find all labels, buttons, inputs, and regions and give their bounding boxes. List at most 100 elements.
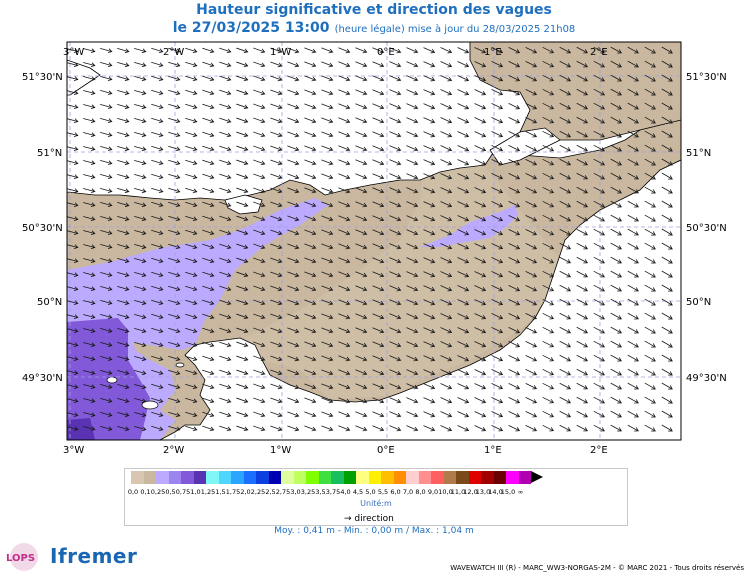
- wave-arrow-head: [413, 412, 419, 418]
- wave-arrow: [389, 327, 401, 333]
- wave-arrow: [117, 257, 129, 263]
- wave-arrow-head: [600, 231, 605, 236]
- wave-arrow-head: [430, 258, 436, 264]
- wave-arrow: [236, 131, 248, 137]
- wave-arrow: [202, 89, 214, 95]
- wave-arrow-head: [498, 357, 504, 362]
- wave-arrow-head: [328, 398, 334, 404]
- wave-arrow-head: [379, 62, 385, 68]
- wave-arrow-head: [243, 48, 249, 54]
- wave-arrow: [525, 382, 537, 390]
- wave-arrow: [406, 327, 418, 333]
- wave-arrow: [457, 47, 469, 53]
- wave-arrow-head: [379, 244, 385, 250]
- wave-arrow-head: [600, 133, 605, 138]
- wave-arrow: [67, 104, 78, 108]
- wave-arrow: [661, 158, 673, 166]
- wave-arrow-head: [600, 329, 605, 334]
- wave-arrow: [100, 342, 112, 346]
- wave-arrow: [338, 271, 350, 277]
- wave-arrow: [236, 327, 248, 333]
- wave-arrow: [219, 47, 231, 53]
- wave-arrow: [202, 201, 214, 207]
- wave-arrow: [389, 243, 401, 249]
- wave-arrow: [151, 145, 163, 151]
- wave-arrow-head: [379, 412, 385, 418]
- wave-arrow: [202, 355, 214, 361]
- wave-arrow-head: [175, 342, 181, 348]
- wave-arrow: [304, 369, 316, 375]
- wave-arrow: [508, 369, 520, 375]
- tick-label: 0,0: [127, 488, 139, 496]
- wave-arrow: [610, 102, 622, 110]
- wave-arrow: [406, 145, 418, 151]
- wave-arrow: [542, 424, 554, 432]
- wave-arrow: [627, 200, 639, 208]
- wave-arrow-head: [447, 48, 453, 54]
- wave-arrow-head: [549, 147, 555, 152]
- wave-arrow: [644, 228, 656, 236]
- wave-arrow: [525, 46, 537, 54]
- wave-arrow: [474, 103, 486, 109]
- wave-arrow: [661, 312, 673, 320]
- wave-arrow: [559, 396, 571, 404]
- color-legend: 0,0 0,1 0,25 0,5 0,75 1,0 1,25 1,5 1,75 2,0 2,25 2,…: [124, 468, 628, 526]
- wave-arrow-head: [141, 104, 147, 110]
- lops-logo: LOPS: [6, 543, 38, 571]
- wave-arrow: [151, 75, 163, 81]
- wave-arrow-head: [311, 272, 317, 278]
- wave-arrow-head: [328, 328, 334, 334]
- wave-arrow: [134, 201, 146, 207]
- wave-arrow: [270, 341, 282, 347]
- wave-arrow: [406, 61, 418, 67]
- wave-arrow-head: [345, 342, 351, 348]
- wave-arrow: [185, 257, 197, 263]
- wave-arrow-head: [498, 77, 504, 82]
- tick-label: 3,75: [325, 488, 341, 496]
- wave-arrow-head: [192, 160, 198, 166]
- wave-arrow-head: [192, 272, 198, 278]
- wave-arrow-head: [617, 329, 622, 334]
- wave-arrow-head: [651, 105, 656, 110]
- wave-arrow-head: [617, 385, 622, 390]
- wave-arrow-head: [260, 76, 266, 82]
- wave-arrow-head: [209, 62, 215, 68]
- lat-label: 50°N: [37, 297, 62, 308]
- wave-arrow: [474, 173, 486, 179]
- wave-arrow: [423, 383, 435, 389]
- wave-arrow-head: [634, 301, 639, 306]
- wave-arrow-head: [158, 104, 164, 110]
- wave-arrow: [627, 60, 639, 68]
- wave-arrow-head: [566, 371, 572, 376]
- wave-arrow: [219, 369, 231, 375]
- wave-arrow-head: [600, 343, 605, 348]
- wave-arrow-head: [209, 76, 215, 82]
- wave-arrow: [83, 328, 95, 332]
- wave-arrow: [406, 285, 418, 291]
- wave-arrow-head: [192, 412, 198, 418]
- wave-arrow-head: [447, 398, 453, 404]
- color-swatch: [431, 471, 444, 484]
- wave-arrow: [185, 369, 197, 375]
- wave-arrow: [338, 201, 350, 207]
- wave-arrow-head: [141, 118, 147, 124]
- wave-arrow: [100, 328, 112, 332]
- wave-arrow-head: [532, 315, 538, 320]
- wave-arrow: [202, 47, 214, 53]
- wave-arrow: [168, 159, 180, 165]
- wave-arrow: [355, 117, 367, 123]
- wave-arrow-head: [566, 49, 572, 54]
- wave-arrow: [270, 173, 282, 179]
- color-swatch: [331, 471, 344, 484]
- wave-arrow: [508, 383, 520, 389]
- wave-arrow-head: [226, 174, 232, 180]
- wave-arrow-head: [209, 48, 215, 54]
- wave-arrow: [661, 242, 673, 250]
- wave-arrow: [236, 299, 248, 305]
- wave-arrow: [372, 145, 384, 151]
- wave-arrow-head: [226, 132, 232, 138]
- wave-arrow-head: [379, 328, 385, 334]
- wave-arrow-head: [549, 301, 555, 306]
- wave-arrow-head: [226, 258, 232, 264]
- wave-arrow-head: [634, 119, 639, 124]
